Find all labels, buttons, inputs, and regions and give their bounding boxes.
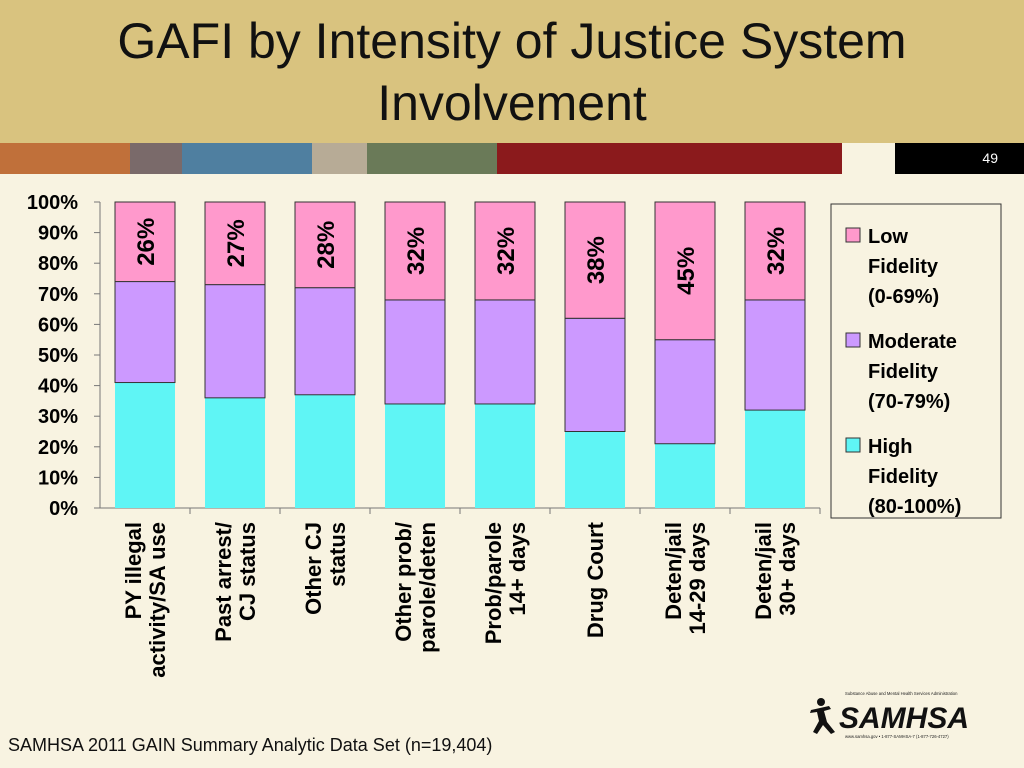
bar-segment [385, 403, 445, 508]
bar-segment [294, 201, 356, 289]
bar-segment [384, 299, 446, 405]
x-category-label: Prob/parole [481, 522, 506, 644]
samhsa-logo: Substance Abuse and Mental Health Servic… [810, 691, 969, 739]
bar-segment [744, 201, 806, 301]
data-label: 26% [133, 218, 160, 266]
stripe-segment [497, 143, 842, 174]
data-label: 38% [583, 236, 610, 284]
logo-contact: www.samhsa.gov • 1-877-SAMHSA-7 (1-877-7… [845, 734, 949, 739]
y-tick-label: 80% [38, 253, 78, 275]
source-note: SAMHSA 2011 GAIN Summary Analytic Data S… [8, 735, 493, 755]
data-label: 45% [673, 247, 700, 295]
bar-segment [565, 431, 625, 508]
x-category-label: PY illegal [121, 522, 146, 619]
bar-segment [295, 394, 355, 508]
y-tick-label: 0% [49, 498, 78, 520]
slide-title: GAFI by Intensity of Justice System Invo… [117, 13, 907, 131]
legend-label: High [868, 436, 912, 458]
x-category-label: 14+ days [505, 522, 530, 616]
legend-label: Low [868, 226, 908, 248]
bar-segment [115, 382, 175, 508]
legend-label: (0-69%) [868, 286, 939, 308]
bar-segment [564, 201, 626, 319]
x-category-label: Past arrest/ [211, 522, 236, 642]
bar-segment [475, 403, 535, 508]
stripe-segment [130, 143, 182, 174]
y-tick-label: 20% [38, 437, 78, 459]
data-label: 28% [313, 221, 340, 269]
stripe-segment [842, 143, 895, 174]
bar-segment [114, 281, 176, 384]
title-band [0, 0, 1024, 143]
bar-segment [204, 284, 266, 399]
y-tick-label: 70% [38, 284, 78, 306]
bar-segment [654, 339, 716, 445]
bar-segment [294, 287, 356, 396]
legend-label: Fidelity [868, 361, 939, 383]
x-category-label: parole/deten [415, 522, 440, 653]
logo-text: SAMHSA [839, 702, 969, 735]
stripe-segment [182, 143, 312, 174]
y-tick-label: 90% [38, 223, 78, 245]
legend-label: (80-100%) [868, 496, 961, 518]
legend-swatch [845, 437, 861, 453]
stripe-segment [895, 143, 1024, 174]
x-category-label: activity/SA use [145, 522, 170, 678]
color-stripe [0, 143, 1024, 174]
x-category-label: Other prob/ [391, 522, 416, 642]
bar-segment [474, 201, 536, 301]
x-category-label: Deten/jail [661, 522, 686, 620]
data-label: 32% [763, 227, 790, 275]
bar-segment [655, 443, 715, 508]
legend-box [830, 203, 1002, 519]
x-category-label: 30+ days [775, 522, 800, 616]
legend-label: (70-79%) [868, 391, 950, 413]
bar-segment [744, 299, 806, 411]
y-tick-label: 30% [38, 406, 78, 428]
bar-segment [114, 201, 176, 283]
y-tick-label: 60% [38, 314, 78, 336]
data-label: 32% [493, 227, 520, 275]
stripe-segment [367, 143, 497, 174]
legend-label: Moderate [868, 331, 957, 353]
bar-segment [564, 317, 626, 432]
stripe-segment [0, 143, 130, 174]
legend-label: Fidelity [868, 256, 939, 278]
stripe-segment [312, 143, 367, 174]
y-tick-label: 40% [38, 376, 78, 398]
bar-segment [204, 201, 266, 286]
x-category-label: Other CJ [301, 522, 326, 615]
x-category-label: Drug Court [583, 521, 608, 638]
data-label: 27% [223, 219, 250, 267]
legend-label: Fidelity [868, 466, 939, 488]
stacked-bar-chart: 0% 10% 20% 30% 40% 50% 60% 70% 80% 90% 100% 26% PY i… [27, 192, 1002, 678]
data-label: 32% [403, 227, 430, 275]
legend-swatch [845, 227, 861, 243]
x-category-label: status [325, 522, 350, 587]
y-tick-label: 50% [38, 345, 78, 367]
bar-segment [205, 397, 265, 508]
bar-segment [654, 201, 716, 341]
y-tick-label: 100% [27, 192, 78, 214]
bar-segment [384, 201, 446, 301]
y-tick-label: 10% [38, 467, 78, 489]
bar-segment [474, 299, 536, 405]
x-category-label: Deten/jail [751, 522, 776, 620]
x-category-label: CJ status [235, 522, 260, 621]
legend-swatch [845, 332, 861, 348]
slide-number: 49 [982, 150, 998, 166]
samhsa-figure-icon [810, 698, 835, 734]
logo-subtext: Substance Abuse and Mental Health Servic… [845, 691, 958, 696]
x-category-label: 14-29 days [685, 522, 710, 635]
bar-segment [745, 410, 805, 508]
